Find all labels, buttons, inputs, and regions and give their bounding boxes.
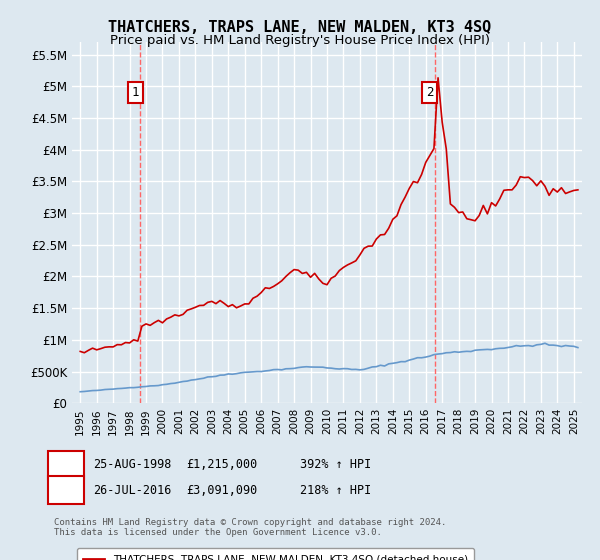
Text: 2: 2	[62, 483, 70, 497]
Legend: THATCHERS, TRAPS LANE, NEW MALDEN, KT3 4SQ (detached house), HPI: Average price,: THATCHERS, TRAPS LANE, NEW MALDEN, KT3 4…	[77, 548, 474, 560]
Text: THATCHERS, TRAPS LANE, NEW MALDEN, KT3 4SQ: THATCHERS, TRAPS LANE, NEW MALDEN, KT3 4…	[109, 20, 491, 35]
Text: 218% ↑ HPI: 218% ↑ HPI	[300, 483, 371, 497]
Text: £1,215,000: £1,215,000	[186, 458, 257, 472]
Text: 392% ↑ HPI: 392% ↑ HPI	[300, 458, 371, 472]
Text: 25-AUG-1998: 25-AUG-1998	[93, 458, 172, 472]
Text: 1: 1	[62, 458, 70, 472]
FancyBboxPatch shape	[48, 451, 84, 479]
Text: 1: 1	[131, 86, 139, 99]
Text: £3,091,090: £3,091,090	[186, 483, 257, 497]
Text: Price paid vs. HM Land Registry's House Price Index (HPI): Price paid vs. HM Land Registry's House …	[110, 34, 490, 46]
FancyBboxPatch shape	[48, 476, 84, 504]
Text: Contains HM Land Registry data © Crown copyright and database right 2024.
This d: Contains HM Land Registry data © Crown c…	[54, 518, 446, 537]
Text: 2: 2	[426, 86, 434, 99]
Text: 26-JUL-2016: 26-JUL-2016	[93, 483, 172, 497]
